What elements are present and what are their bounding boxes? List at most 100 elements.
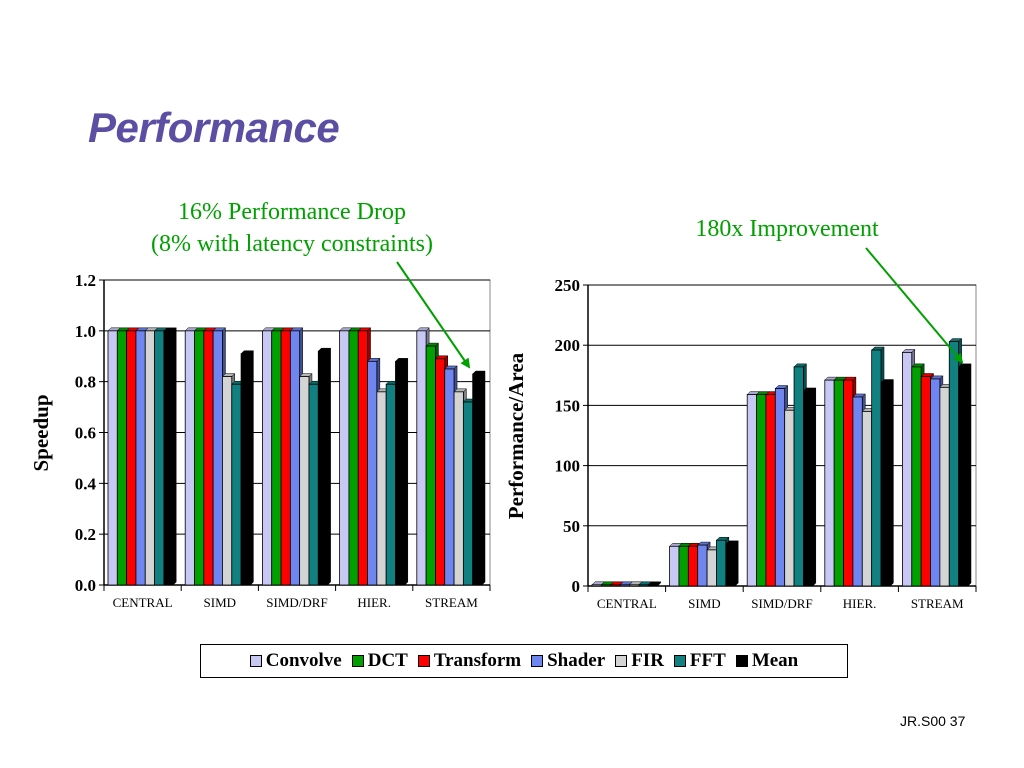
bar-side [967, 363, 972, 587]
bar [725, 543, 736, 587]
bar [280, 330, 291, 586]
x-tick-label: HIER. [357, 595, 391, 610]
perf-area-annotation: 180x Improvement [695, 216, 879, 242]
x-tick-label: STREAM [425, 595, 478, 610]
y-tick-label: 50 [563, 517, 580, 536]
speedup-annotation-arrow [396, 261, 471, 369]
legend-item: DCT [351, 650, 408, 672]
bar [261, 330, 273, 586]
legend-item: Mean [735, 650, 799, 672]
x-tick-label: SIMD/DRF [266, 595, 327, 610]
bar [687, 545, 699, 587]
bar [376, 391, 387, 586]
legend-label: Transform [433, 650, 522, 671]
bar [107, 330, 118, 586]
bar [116, 330, 128, 586]
bar-side [812, 387, 817, 587]
y-tick-label: 0.8 [75, 373, 96, 392]
speedup-annotation-line2: (8% with latency constraints) [151, 231, 433, 257]
bar [852, 396, 863, 587]
legend-item: Transform [417, 650, 522, 672]
bar [697, 544, 708, 587]
bar-side [890, 378, 894, 587]
bar [462, 401, 474, 586]
legend-label: Mean [751, 650, 799, 671]
legend-item: FFT [673, 650, 726, 672]
legend-label: Shader [547, 650, 606, 671]
bar [911, 366, 922, 587]
y-tick-label: 1.2 [75, 271, 96, 290]
bar-side [327, 347, 331, 586]
y-tick-label: 150 [555, 396, 581, 415]
bar [395, 360, 406, 586]
bar [958, 366, 969, 587]
bar [271, 330, 282, 586]
bar [930, 378, 941, 587]
bar [902, 352, 913, 587]
legend-swatch [249, 655, 262, 667]
perf-area-annotation-arrow [865, 247, 964, 364]
x-tick-label: SIMD [688, 596, 721, 611]
bar [706, 549, 717, 587]
slide-title: Performance [88, 104, 340, 151]
perf-area-chart: 0 50 100 150 200 250 Performance/Area CENTRAL SI… [504, 276, 977, 611]
x-tick-label: SIMD [204, 595, 237, 610]
bar [231, 383, 242, 586]
bar [638, 584, 649, 587]
bar [144, 330, 155, 586]
bar [619, 584, 630, 587]
legend-label: FIR [631, 650, 664, 671]
bar [163, 330, 174, 586]
y-tick-label: 250 [555, 276, 581, 295]
speedup-chart: 0.0 0.2 0.4 0.6 0.8 1.0 1.2 Speedup CENTRAL SIMD S… [29, 271, 491, 610]
bar [194, 330, 205, 586]
bar [600, 584, 612, 587]
bar-side [172, 327, 177, 586]
y-tick-label: 100 [555, 457, 581, 476]
bar [610, 584, 621, 587]
bar [920, 376, 931, 587]
bar [756, 394, 767, 587]
y-tick-label: 0 [572, 577, 581, 596]
x-tick-label: STREAM [911, 596, 964, 611]
bar [184, 330, 195, 586]
bar [339, 330, 350, 586]
bar [348, 330, 359, 586]
bar [939, 386, 950, 587]
legend-label: Convolve [265, 650, 342, 671]
bar [793, 366, 804, 587]
bar [308, 383, 319, 586]
bar [774, 388, 786, 587]
y-tick-label: 0.4 [75, 474, 97, 493]
x-tick-label: HIER. [843, 596, 877, 611]
bar [647, 584, 659, 587]
bar [948, 341, 960, 587]
bar [289, 330, 301, 586]
bar [222, 376, 233, 586]
bar [803, 390, 814, 587]
bar [629, 584, 640, 587]
bar [472, 373, 483, 586]
bar [126, 330, 137, 586]
bar-side [481, 370, 486, 586]
y-tick-label: 200 [555, 336, 581, 355]
legend-item: FIR [615, 650, 664, 672]
bar [357, 330, 368, 586]
bar [317, 350, 328, 586]
bar [385, 383, 396, 586]
bar [591, 584, 602, 587]
slide-footer: JR.S00 37 [900, 713, 966, 729]
bar [367, 360, 378, 586]
bar [203, 330, 214, 586]
bar [212, 330, 223, 586]
legend-swatch [735, 655, 748, 667]
chart-legend: Convolve DCT Transform Shader FIR FFT Mean [200, 644, 848, 678]
legend-item: Convolve [249, 650, 342, 672]
bar [154, 330, 165, 586]
x-tick-label: CENTRAL [597, 596, 657, 611]
legend-swatch [615, 655, 628, 667]
y-tick-label: 0.6 [75, 424, 96, 443]
legend-label: DCT [367, 650, 408, 671]
legend-swatch [417, 655, 430, 667]
